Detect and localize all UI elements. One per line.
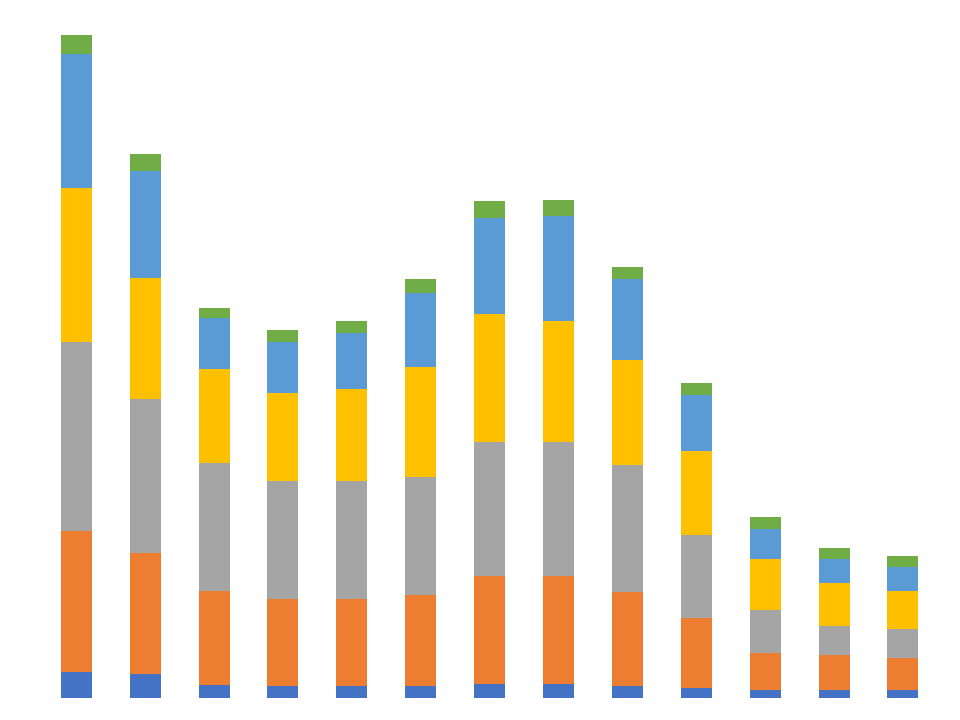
Bar	[681, 618, 711, 688]
Bar	[681, 451, 711, 534]
Bar	[405, 686, 436, 698]
Bar	[336, 321, 368, 333]
Bar	[612, 593, 643, 686]
Bar	[268, 343, 299, 394]
Bar	[474, 314, 505, 442]
Bar	[819, 548, 850, 559]
Bar	[336, 390, 368, 481]
Bar	[474, 217, 505, 314]
Bar	[336, 686, 368, 698]
Bar	[405, 595, 436, 686]
Bar	[887, 690, 919, 698]
Bar	[405, 366, 436, 477]
Bar	[750, 653, 780, 690]
Bar	[474, 683, 505, 698]
Bar	[199, 591, 229, 685]
Bar	[60, 188, 92, 343]
Bar	[60, 35, 92, 54]
Bar	[199, 685, 229, 698]
Bar	[60, 531, 92, 672]
Bar	[268, 330, 299, 343]
Bar	[612, 686, 643, 698]
Bar	[543, 200, 574, 216]
Bar	[750, 529, 780, 559]
Bar	[130, 154, 160, 171]
Bar	[681, 534, 711, 618]
Bar	[268, 599, 299, 686]
Bar	[681, 395, 711, 451]
Bar	[199, 318, 229, 369]
Bar	[336, 599, 368, 686]
Bar	[750, 690, 780, 698]
Bar	[268, 481, 299, 599]
Bar	[543, 576, 574, 683]
Bar	[543, 216, 574, 321]
Bar	[887, 556, 919, 567]
Bar	[819, 690, 850, 698]
Bar	[60, 54, 92, 188]
Bar	[887, 567, 919, 591]
Bar	[268, 686, 299, 698]
Bar	[130, 171, 160, 278]
Bar	[681, 688, 711, 698]
Bar	[268, 394, 299, 481]
Bar	[199, 369, 229, 464]
Bar	[819, 655, 850, 690]
Bar	[887, 629, 919, 658]
Bar	[336, 333, 368, 390]
Bar	[405, 293, 436, 366]
Bar	[336, 481, 368, 599]
Bar	[474, 202, 505, 217]
Bar	[130, 554, 160, 674]
Bar	[543, 321, 574, 442]
Bar	[130, 674, 160, 698]
Bar	[130, 278, 160, 399]
Bar	[819, 583, 850, 626]
Bar	[750, 610, 780, 653]
Bar	[130, 399, 160, 554]
Bar	[199, 307, 229, 318]
Bar	[681, 383, 711, 395]
Bar	[612, 360, 643, 464]
Bar	[612, 267, 643, 279]
Bar	[405, 279, 436, 293]
Bar	[405, 477, 436, 595]
Bar	[819, 559, 850, 583]
Bar	[199, 464, 229, 591]
Bar	[474, 576, 505, 683]
Bar	[750, 559, 780, 610]
Bar	[612, 279, 643, 360]
Bar	[60, 343, 92, 531]
Bar	[543, 683, 574, 698]
Bar	[612, 464, 643, 593]
Bar	[887, 658, 919, 690]
Bar	[60, 672, 92, 698]
Bar	[543, 442, 574, 576]
Bar	[887, 591, 919, 629]
Bar	[750, 517, 780, 529]
Bar	[819, 626, 850, 655]
Bar	[474, 442, 505, 576]
